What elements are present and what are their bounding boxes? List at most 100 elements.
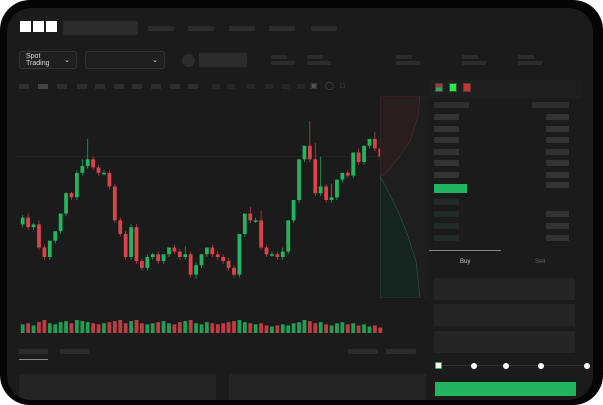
interval-button[interactable] (57, 84, 67, 89)
search-bar[interactable] (63, 21, 138, 35)
stat-label (518, 55, 534, 59)
volume-bar (351, 323, 356, 333)
drawing-tool-button[interactable] (265, 84, 273, 89)
depth-asks-area (380, 96, 421, 177)
bid-price (434, 235, 459, 241)
volume-bar (242, 322, 247, 333)
candle-body (340, 172, 345, 180)
candle-body (248, 213, 253, 221)
slider-step[interactable] (471, 363, 477, 369)
drawing-tool-button[interactable] (212, 84, 220, 89)
coin-icon (182, 54, 195, 67)
ask-price (434, 149, 459, 155)
interval-button[interactable] (95, 84, 105, 89)
tab-open-orders[interactable] (19, 349, 48, 354)
interval-button[interactable] (114, 84, 124, 89)
candle-body (118, 220, 123, 234)
candlestick-chart[interactable] (15, 95, 435, 345)
volume-bar (91, 323, 96, 333)
candle-body (47, 240, 52, 257)
volume-bar (47, 323, 52, 333)
stat-label (271, 55, 287, 59)
tab-buy[interactable]: Buy (460, 259, 471, 265)
ask-amount (546, 160, 569, 166)
nav-item[interactable] (269, 26, 295, 31)
slider-handle[interactable] (435, 362, 442, 369)
slider-step[interactable] (538, 363, 544, 369)
candle-body (183, 254, 188, 257)
orderbook-buy-icon[interactable] (449, 83, 457, 92)
pair-select[interactable]: ⌄ (85, 51, 165, 69)
candle-body (26, 217, 31, 228)
settings-icon[interactable]: ◯ (325, 81, 334, 90)
camera-icon[interactable]: ▣ (310, 81, 318, 90)
nav-item[interactable] (229, 26, 255, 31)
stat-value (462, 61, 486, 65)
slider-step[interactable] (584, 363, 590, 369)
amount-input[interactable] (434, 304, 575, 326)
interval-button[interactable] (151, 84, 161, 89)
orderbook-both-icon[interactable] (435, 83, 443, 92)
volume-bar (161, 321, 166, 333)
drawing-tool-button[interactable] (297, 84, 305, 89)
price-display (199, 53, 247, 67)
nav-item[interactable] (148, 26, 174, 31)
volume-bar (210, 323, 215, 333)
volume-bar (172, 324, 177, 333)
candle-body (205, 247, 209, 255)
candle-body (318, 186, 323, 194)
bottom-action[interactable] (386, 349, 416, 354)
ask-price (434, 114, 459, 120)
drawing-tool-button[interactable] (227, 84, 235, 89)
candle-body (102, 172, 106, 175)
interval-button[interactable] (77, 84, 87, 89)
bottom-action[interactable] (348, 349, 378, 354)
slider-track[interactable] (439, 365, 587, 366)
volume-bar (356, 325, 361, 333)
interval-button[interactable] (38, 84, 48, 89)
orderbook-sell-icon[interactable] (463, 83, 471, 92)
drawing-tool-button[interactable] (247, 84, 255, 89)
volume-bar (177, 322, 182, 333)
tab-underline (19, 359, 48, 360)
interval-button[interactable] (19, 84, 29, 89)
volume-bar (140, 323, 144, 333)
candle-body (367, 138, 372, 146)
slider-step[interactable] (503, 363, 509, 369)
nav-item[interactable] (188, 26, 214, 31)
volume-bar (215, 324, 220, 333)
interval-button[interactable] (132, 84, 142, 89)
candle-body (85, 159, 90, 167)
orderbook-col-header (532, 102, 569, 108)
volume-bar (259, 323, 263, 333)
candle-body (280, 251, 285, 257)
candle-body (167, 247, 171, 255)
market-select-label: Spot Trading (26, 53, 50, 67)
candle-body (199, 254, 204, 266)
volume-bar (378, 327, 383, 333)
volume-bar (248, 323, 253, 333)
nav-item[interactable] (311, 26, 337, 31)
volume-bar (324, 324, 329, 333)
volume-bar (302, 320, 307, 333)
price-input[interactable] (434, 278, 575, 300)
volume-bar (64, 321, 68, 333)
interval-button[interactable] (170, 84, 180, 89)
candle-body (221, 257, 226, 262)
buy-button[interactable] (435, 382, 576, 396)
tab-sell[interactable]: Sell (535, 259, 546, 265)
interval-button[interactable] (188, 84, 198, 89)
candle-body (215, 254, 220, 257)
stat-value (307, 61, 331, 65)
volume-bar (199, 324, 204, 333)
total-input[interactable] (434, 331, 575, 353)
okx-logo[interactable] (20, 21, 58, 33)
candle-body (42, 247, 47, 257)
market-select[interactable]: Spot Trading ⌄ (19, 51, 77, 69)
tab-order-history[interactable] (60, 349, 89, 354)
depth-chart (380, 96, 428, 298)
candle-body (324, 186, 329, 200)
ask-price (434, 172, 459, 178)
fullscreen-icon[interactable]: □ (340, 81, 345, 90)
drawing-tool-button[interactable] (282, 84, 290, 89)
